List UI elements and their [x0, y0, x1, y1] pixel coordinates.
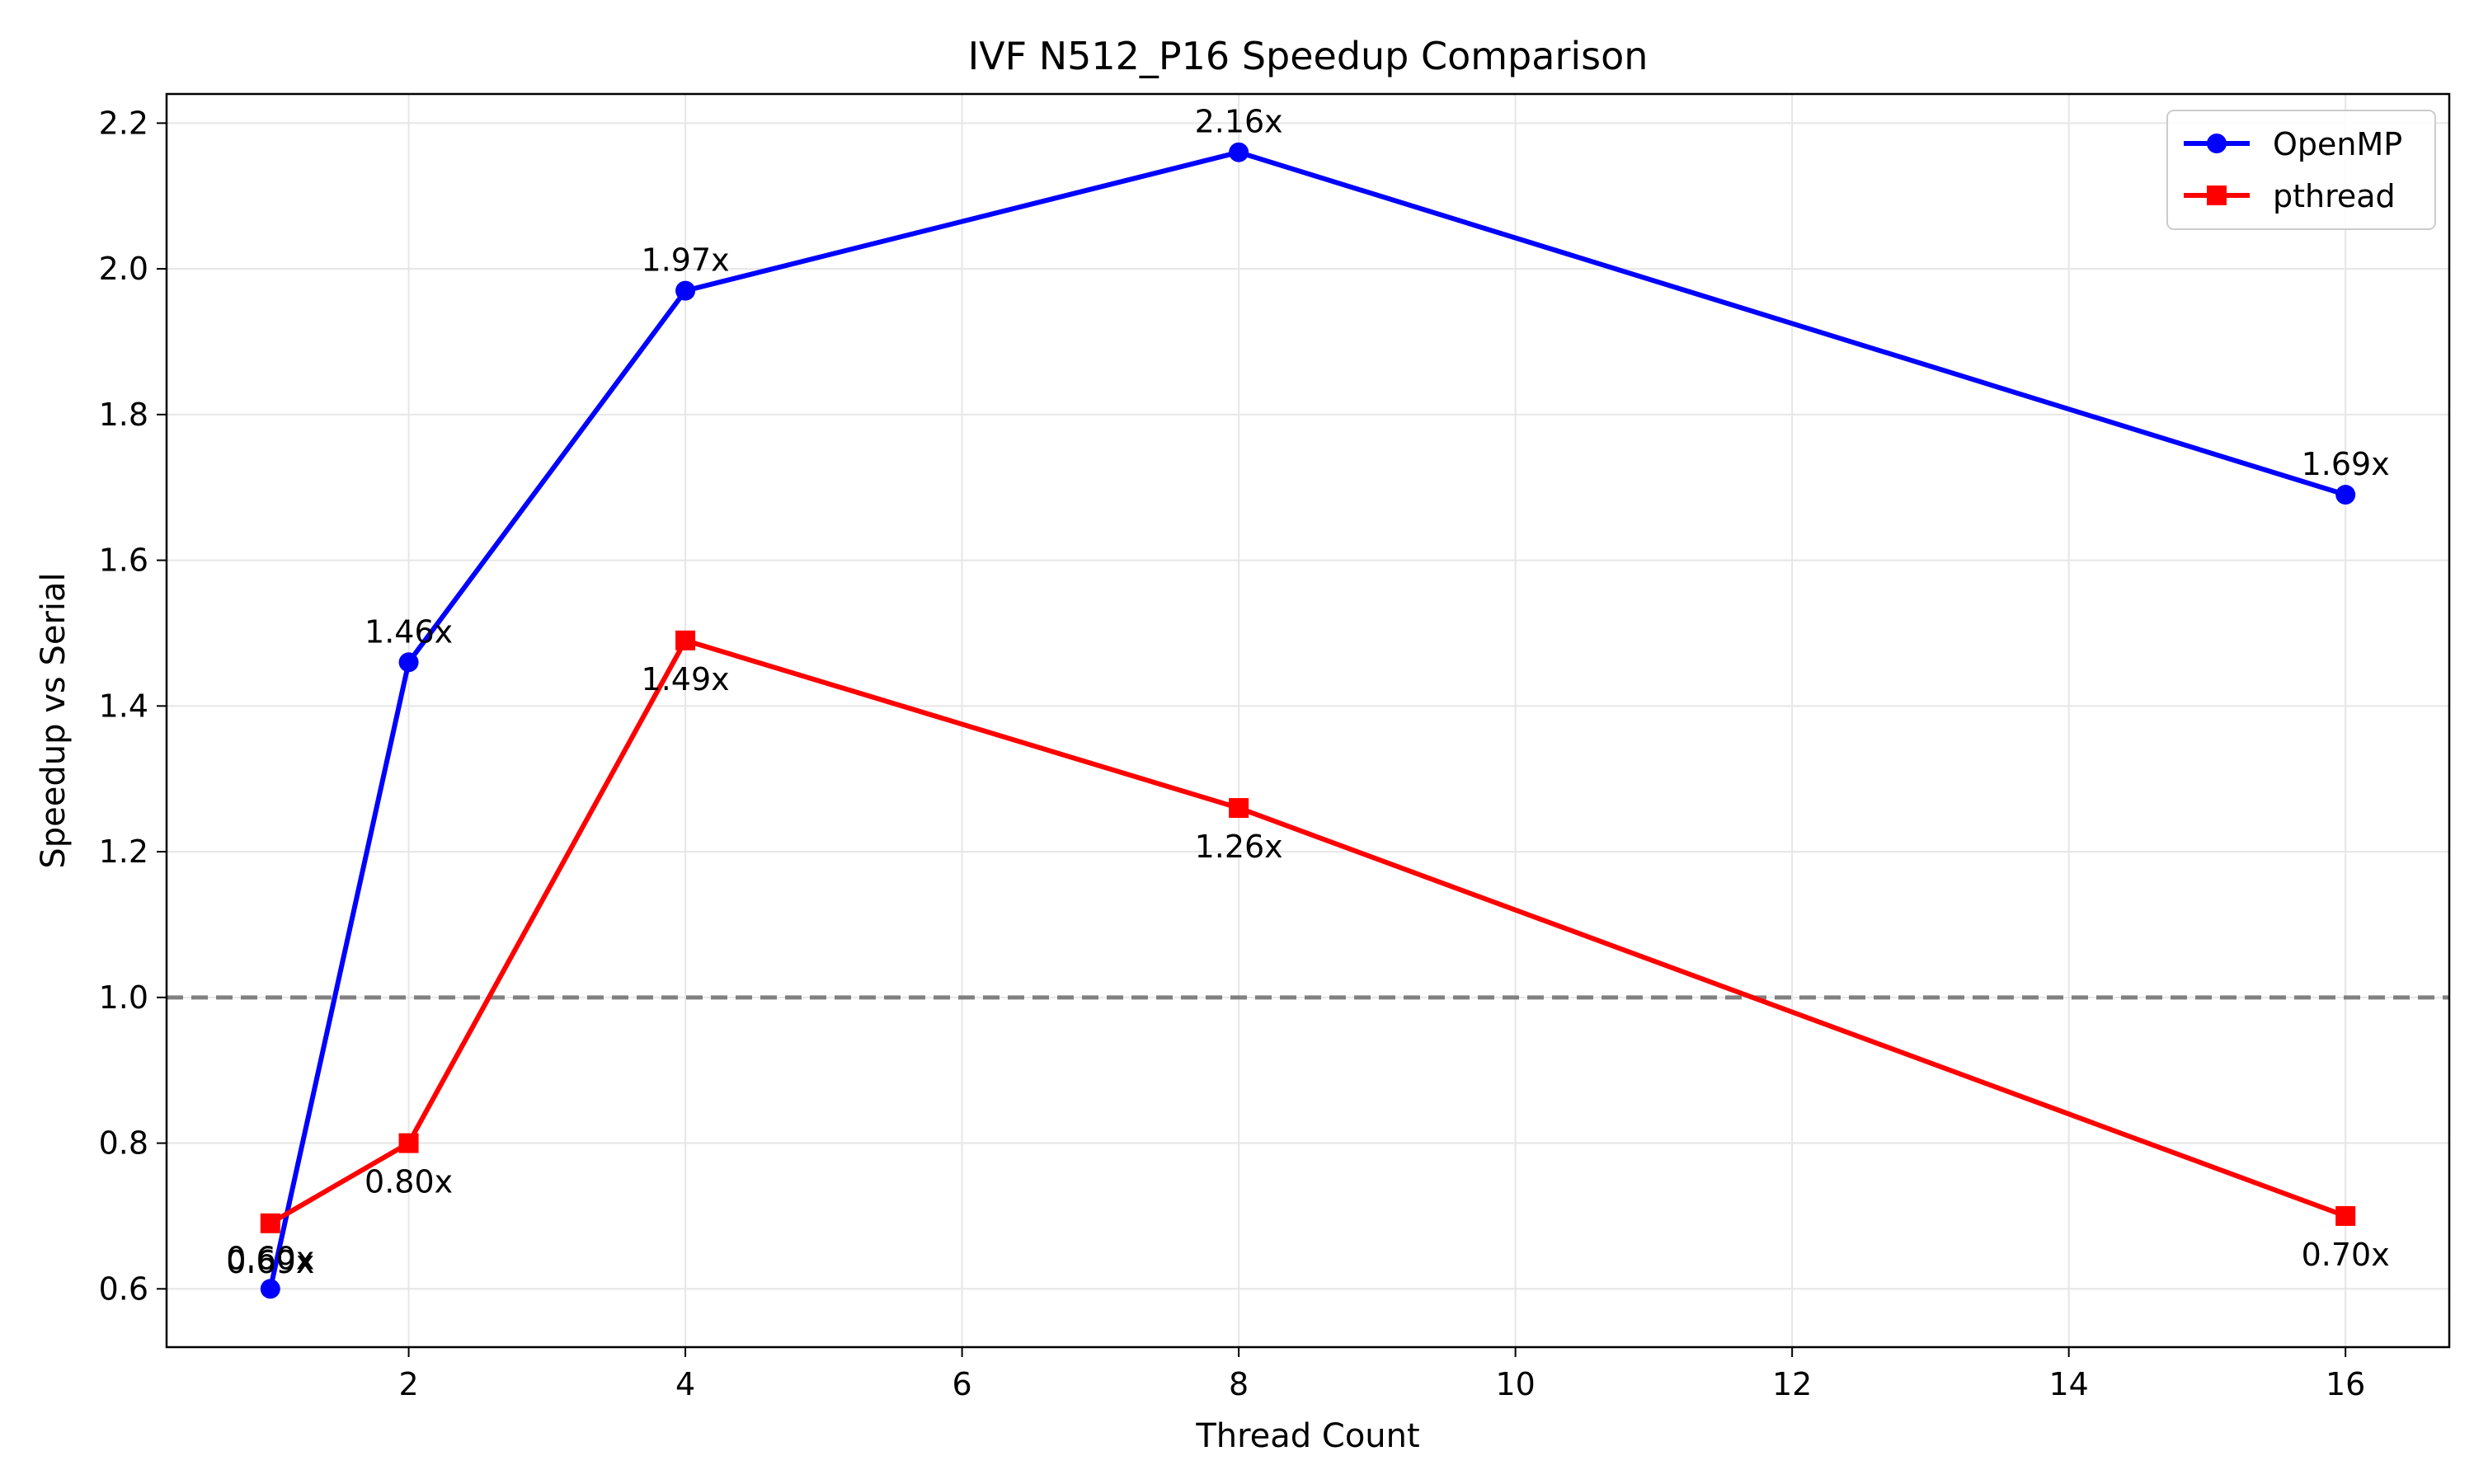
- y-axis-label: Speedup vs Serial: [35, 572, 73, 868]
- x-tick-label: 14: [2048, 1366, 2088, 1402]
- x-tick-label: 12: [1772, 1366, 1812, 1402]
- y-tick-label: 1.4: [99, 688, 148, 724]
- x-tick-label: 4: [675, 1366, 695, 1402]
- pthread-point: [1229, 798, 1249, 819]
- pthread-data-label: 0.80x: [365, 1164, 453, 1200]
- pthread-data-label: 0.70x: [2302, 1237, 2390, 1273]
- openmp-data-label: 1.46x: [365, 613, 453, 650]
- legend-openmp-label: OpenMP: [2273, 126, 2402, 162]
- openmp-data-label: 2.16x: [1195, 104, 1283, 140]
- y-tick-label: 2.0: [99, 251, 148, 287]
- grid: [167, 94, 2449, 1347]
- openmp-line: [267, 149, 2347, 1289]
- legend-openmp-marker: [2207, 134, 2227, 153]
- y-tick-label: 2.2: [99, 105, 148, 141]
- y-tick-label: 0.6: [99, 1270, 148, 1307]
- legend-pthread-label: pthread: [2273, 178, 2396, 214]
- pthread-point: [2335, 1205, 2356, 1226]
- pthread-line: [269, 637, 2347, 1226]
- pthread-data-label: 0.69x: [226, 1244, 314, 1280]
- pthread-point: [398, 1133, 419, 1153]
- pthread-data-label: 1.49x: [642, 661, 730, 697]
- y-tick-label: 1.8: [99, 397, 148, 433]
- x-tick-label: 2: [398, 1366, 418, 1402]
- pthread-data-label: 1.26x: [1195, 829, 1283, 865]
- openmp-point: [675, 280, 696, 301]
- y-tick-label: 1.0: [99, 979, 148, 1016]
- data-labels: 0.60x 1.46x 1.97x 2.16x 1.69x 0.69x 0.80x 1.49x…: [226, 104, 2389, 1280]
- pthread-point: [260, 1213, 280, 1233]
- y-tick-label: 1.6: [99, 542, 148, 579]
- y-tick-label: 0.8: [99, 1125, 148, 1162]
- openmp-data-label: 1.97x: [642, 242, 730, 279]
- openmp-point: [260, 1279, 280, 1299]
- x-axis-label: Thread Count: [1195, 1417, 1419, 1455]
- axis-ticks: 2 4 6 8 10 12 14 16 0.6 0.8 1.0 1.2 1.4 1.6 1.8 2.0 2.2: [99, 105, 2366, 1402]
- series-group: [260, 142, 2356, 1299]
- legend-pthread-marker: [2207, 186, 2227, 205]
- openmp-point: [2335, 485, 2356, 505]
- openmp-point: [398, 652, 419, 673]
- plot-frame: [165, 92, 2451, 1349]
- legend: OpenMP pthread: [2166, 110, 2436, 230]
- pthread-point: [675, 630, 696, 650]
- chart-title: IVF N512_P16 Speedup Comparison: [968, 34, 1649, 78]
- x-tick-label: 10: [1495, 1366, 1535, 1402]
- legend-box: [2166, 110, 2436, 230]
- x-tick-label: 8: [1229, 1366, 1249, 1402]
- x-tick-label: 16: [2326, 1366, 2365, 1402]
- openmp-data-label: 1.69x: [2302, 446, 2390, 482]
- openmp-data-label: 0.60x: [226, 1240, 314, 1276]
- y-tick-label: 1.2: [99, 834, 148, 870]
- openmp-point: [1229, 142, 1249, 162]
- x-tick-label: 6: [952, 1366, 972, 1402]
